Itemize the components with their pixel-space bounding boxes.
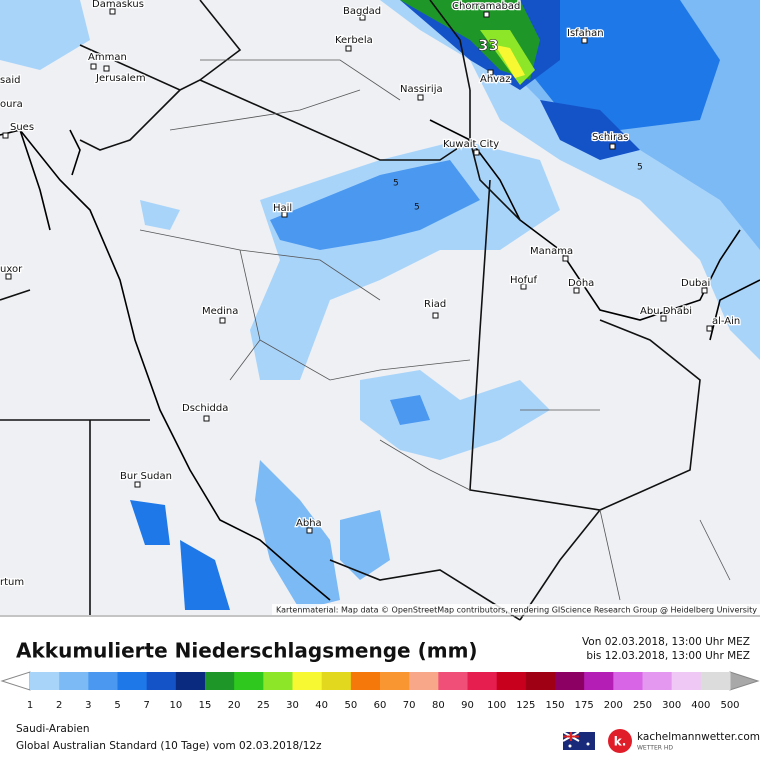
legend-swatch xyxy=(496,672,527,690)
region: Saudi-Arabien xyxy=(16,723,90,735)
contour-label: 5 xyxy=(393,179,399,189)
title: Akkumulierte Niederschlagsmenge (mm) xyxy=(16,639,478,663)
legend-label: 200 xyxy=(604,700,623,711)
legend-swatch xyxy=(205,672,235,690)
legend-label: 500 xyxy=(720,700,739,711)
legend-label: 50 xyxy=(344,700,357,711)
legend-label: 5 xyxy=(114,700,120,711)
city-label: al-Ain xyxy=(712,316,740,327)
city-label: Medina xyxy=(202,306,238,317)
city-label: Hail xyxy=(273,203,292,214)
city-label: Bur Sudan xyxy=(120,471,172,482)
city-label: Abha xyxy=(296,518,322,529)
city-label: Bagdad xyxy=(343,6,381,17)
legend-swatch xyxy=(88,672,118,690)
city-label: Hofuf xyxy=(510,275,537,286)
legend-swatch xyxy=(263,672,293,690)
legend-label: 10 xyxy=(169,700,182,711)
legend-swatch xyxy=(321,672,352,690)
legend-swatch xyxy=(292,672,323,690)
city-label: uxor xyxy=(0,264,23,275)
city-label: oura xyxy=(0,99,23,110)
legend-label: 7 xyxy=(143,700,149,711)
city-label: Damaskus xyxy=(92,0,144,10)
legend-swatch xyxy=(467,672,498,690)
map: Damaskus Bagdad Chorramabad Kerbela Amma… xyxy=(0,0,760,621)
date-to: bis 12.03.2018, 13:00 Uhr MEZ xyxy=(586,650,750,662)
contour-label: 5 xyxy=(637,163,643,173)
flag xyxy=(562,731,595,750)
attribution: Kartenmaterial: Map data © OpenStreetMap… xyxy=(276,606,757,615)
legend-swatch xyxy=(671,672,702,690)
legend-label: 3 xyxy=(85,700,91,711)
legend-label: 300 xyxy=(662,700,681,711)
legend-label: 20 xyxy=(228,700,241,711)
legend-swatch xyxy=(117,672,148,690)
city-label: Jerusalem xyxy=(95,73,146,84)
legend-label: 250 xyxy=(633,700,652,711)
model-info: Global Australian Standard (10 Tage) vom… xyxy=(16,740,322,752)
city-label: Doha xyxy=(568,278,594,289)
city-label: Schiras xyxy=(592,132,628,143)
legend-label: 60 xyxy=(374,700,387,711)
city-label: Dschidda xyxy=(182,403,228,414)
legend: 1 2 3 5 7 10 15 20 25 30 40 50 60 70 80 90 100 125 150 175 2… xyxy=(0,671,760,711)
city-label: said xyxy=(0,75,20,86)
city-label: Riad xyxy=(424,299,446,310)
legend-label: 400 xyxy=(691,700,710,711)
city-label: Kuwait City xyxy=(443,139,499,150)
date-from: Von 02.03.2018, 13:00 Uhr MEZ xyxy=(582,636,750,648)
legend-label: 70 xyxy=(403,700,416,711)
legend-swatch xyxy=(350,672,381,690)
logo-letter: k. xyxy=(614,735,627,749)
legend-swatch xyxy=(438,672,468,690)
legend-swatch xyxy=(234,672,264,690)
city-label: rtum xyxy=(0,577,24,588)
city-label: Dubai xyxy=(681,278,710,289)
city-label: Amman xyxy=(88,52,127,63)
city-dots xyxy=(2,8,713,534)
legend-swatch xyxy=(30,672,60,690)
city-label: Nassirija xyxy=(400,84,443,95)
city-label: Abu Dhabi xyxy=(640,306,692,317)
legend-label: 30 xyxy=(286,700,299,711)
city-label: Manama xyxy=(530,246,573,257)
legend-label: 90 xyxy=(461,700,474,711)
brand-sub: WETTER HD xyxy=(637,745,673,752)
legend-swatch xyxy=(584,672,614,690)
legend-swatch xyxy=(525,672,556,690)
city-label: Ahvaz xyxy=(480,74,510,85)
legend-swatch xyxy=(409,672,439,690)
city-label: Kerbela xyxy=(335,35,373,46)
legend-swatch xyxy=(146,672,177,690)
legend-label: 2 xyxy=(56,700,62,711)
legend-swatch xyxy=(380,672,410,690)
legend-swatch xyxy=(175,672,206,690)
legend-label: 125 xyxy=(516,700,535,711)
city-label: Isfahan xyxy=(567,28,604,39)
city-label: Chorramabad xyxy=(452,1,520,12)
legend-swatch xyxy=(642,672,673,690)
contour-label: 5 xyxy=(414,203,420,213)
legend-label: 25 xyxy=(257,700,270,711)
legend-swatch xyxy=(700,672,731,690)
city-labels: Damaskus Bagdad Chorramabad Kerbela Amma… xyxy=(0,0,742,589)
brand: kachelmannwetter.com xyxy=(637,731,760,743)
legend-swatch xyxy=(59,672,89,690)
legend-label: 40 xyxy=(315,700,328,711)
legend-swatch xyxy=(555,672,585,690)
legend-label: 150 xyxy=(545,700,564,711)
legend-label: 15 xyxy=(199,700,212,711)
legend-label: 175 xyxy=(575,700,594,711)
maximum-label: 33 xyxy=(478,37,499,55)
legend-label: 100 xyxy=(487,700,506,711)
legend-swatch xyxy=(613,672,643,690)
legend-label: 80 xyxy=(432,700,445,711)
precipitation xyxy=(0,0,760,610)
logo xyxy=(608,729,632,753)
city-label: Sues xyxy=(10,122,34,133)
legend-label: 1 xyxy=(27,700,33,711)
